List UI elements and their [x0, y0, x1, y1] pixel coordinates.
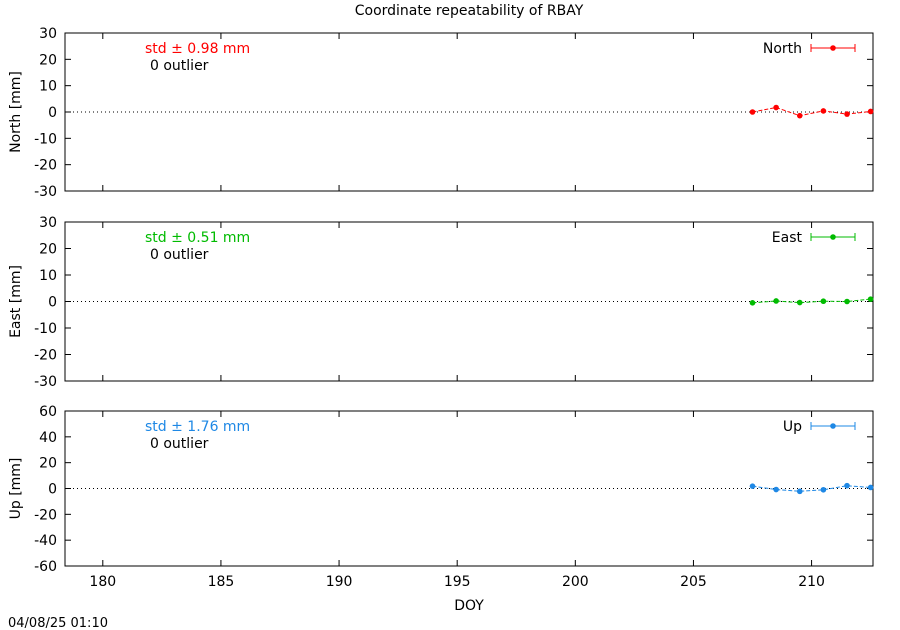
y-tick-label: 20 [39, 456, 57, 472]
data-point [773, 486, 779, 493]
y-tick-label: 0 [48, 482, 57, 498]
y-axis-label: North [mm] [8, 71, 24, 153]
legend-marker [830, 234, 836, 240]
y-tick-label: -20 [34, 348, 57, 364]
y-tick-label: -60 [34, 559, 57, 575]
y-tick-label: -30 [34, 184, 57, 200]
x-tick-label: 190 [326, 574, 353, 590]
legend-label: Up [783, 419, 802, 435]
panel-north: -30 -20 -10 0 10 20 30 North [mm] std ± 0.98 mm0… [8, 26, 874, 200]
y-tick-label: -30 [34, 374, 57, 390]
y-tick-label: 20 [39, 242, 57, 258]
y-tick-label: -10 [34, 131, 57, 147]
data-point [820, 108, 827, 114]
std-annotation: std ± 0.51 mm [145, 230, 250, 246]
legend-label: East [772, 230, 803, 246]
outlier-annotation: 0 outlier [150, 247, 209, 263]
y-tick-label: 10 [39, 268, 57, 284]
x-tick-label: 195 [444, 574, 471, 590]
series-line [752, 106, 871, 117]
std-annotation: std ± 0.98 mm [145, 41, 250, 57]
y-tick-label: -10 [34, 321, 57, 337]
x-tick-label: 185 [208, 574, 235, 590]
y-tick-label: 40 [39, 430, 57, 446]
panel-up: -60 -40 -20 0 20 40 60 180 185 190 195 200 205 210 Up … [8, 404, 874, 590]
legend-marker [830, 45, 836, 51]
y-tick-label: 60 [39, 404, 57, 420]
outlier-annotation: 0 outlier [150, 436, 209, 452]
data-point [820, 486, 827, 493]
y-tick-label: -20 [34, 158, 57, 174]
data-point [749, 300, 756, 306]
y-axis-label: East [mm] [8, 265, 24, 338]
outlier-annotation: 0 outlier [150, 58, 209, 74]
data-point [749, 109, 756, 115]
data-point [844, 111, 850, 117]
y-tick-label: 20 [39, 52, 57, 68]
y-tick-label: 10 [39, 79, 57, 95]
x-tick-label: 200 [562, 574, 589, 590]
y-tick-label: 0 [48, 295, 57, 311]
y-tick-label: 30 [39, 215, 57, 231]
data-point [796, 299, 803, 306]
legend-label: North [763, 41, 802, 57]
data-point [844, 298, 850, 305]
data-point [773, 298, 779, 304]
legend-marker [830, 423, 836, 429]
timestamp: 04/08/25 01:10 [8, 616, 108, 630]
data-point [796, 488, 803, 495]
x-tick-label: 210 [798, 574, 825, 590]
std-annotation: std ± 1.76 mm [145, 419, 250, 435]
y-tick-label: -20 [34, 507, 57, 523]
data-point [844, 482, 850, 489]
data-point [749, 483, 756, 489]
data-point [796, 112, 803, 119]
panel-east: -30 -20 -10 0 10 20 30 East [mm] std ± 0.51 mm0 … [8, 215, 874, 390]
x-tick-label: 180 [89, 574, 116, 590]
y-tick-label: -40 [34, 533, 57, 549]
data-point [867, 296, 874, 302]
x-axis-label: DOY [454, 598, 484, 614]
data-point [820, 298, 827, 305]
plot-frame [64, 221, 874, 382]
data-point [867, 108, 874, 115]
y-axis-label: Up [mm] [8, 458, 24, 520]
data-point [773, 104, 779, 111]
figure-title: Coordinate repeatability of RBAY [355, 3, 584, 19]
data-point [867, 484, 874, 491]
y-tick-label: 30 [39, 26, 57, 42]
series-line [752, 298, 871, 304]
y-tick-label: 0 [48, 105, 57, 121]
series-line [752, 485, 871, 492]
x-tick-label: 205 [680, 574, 707, 590]
